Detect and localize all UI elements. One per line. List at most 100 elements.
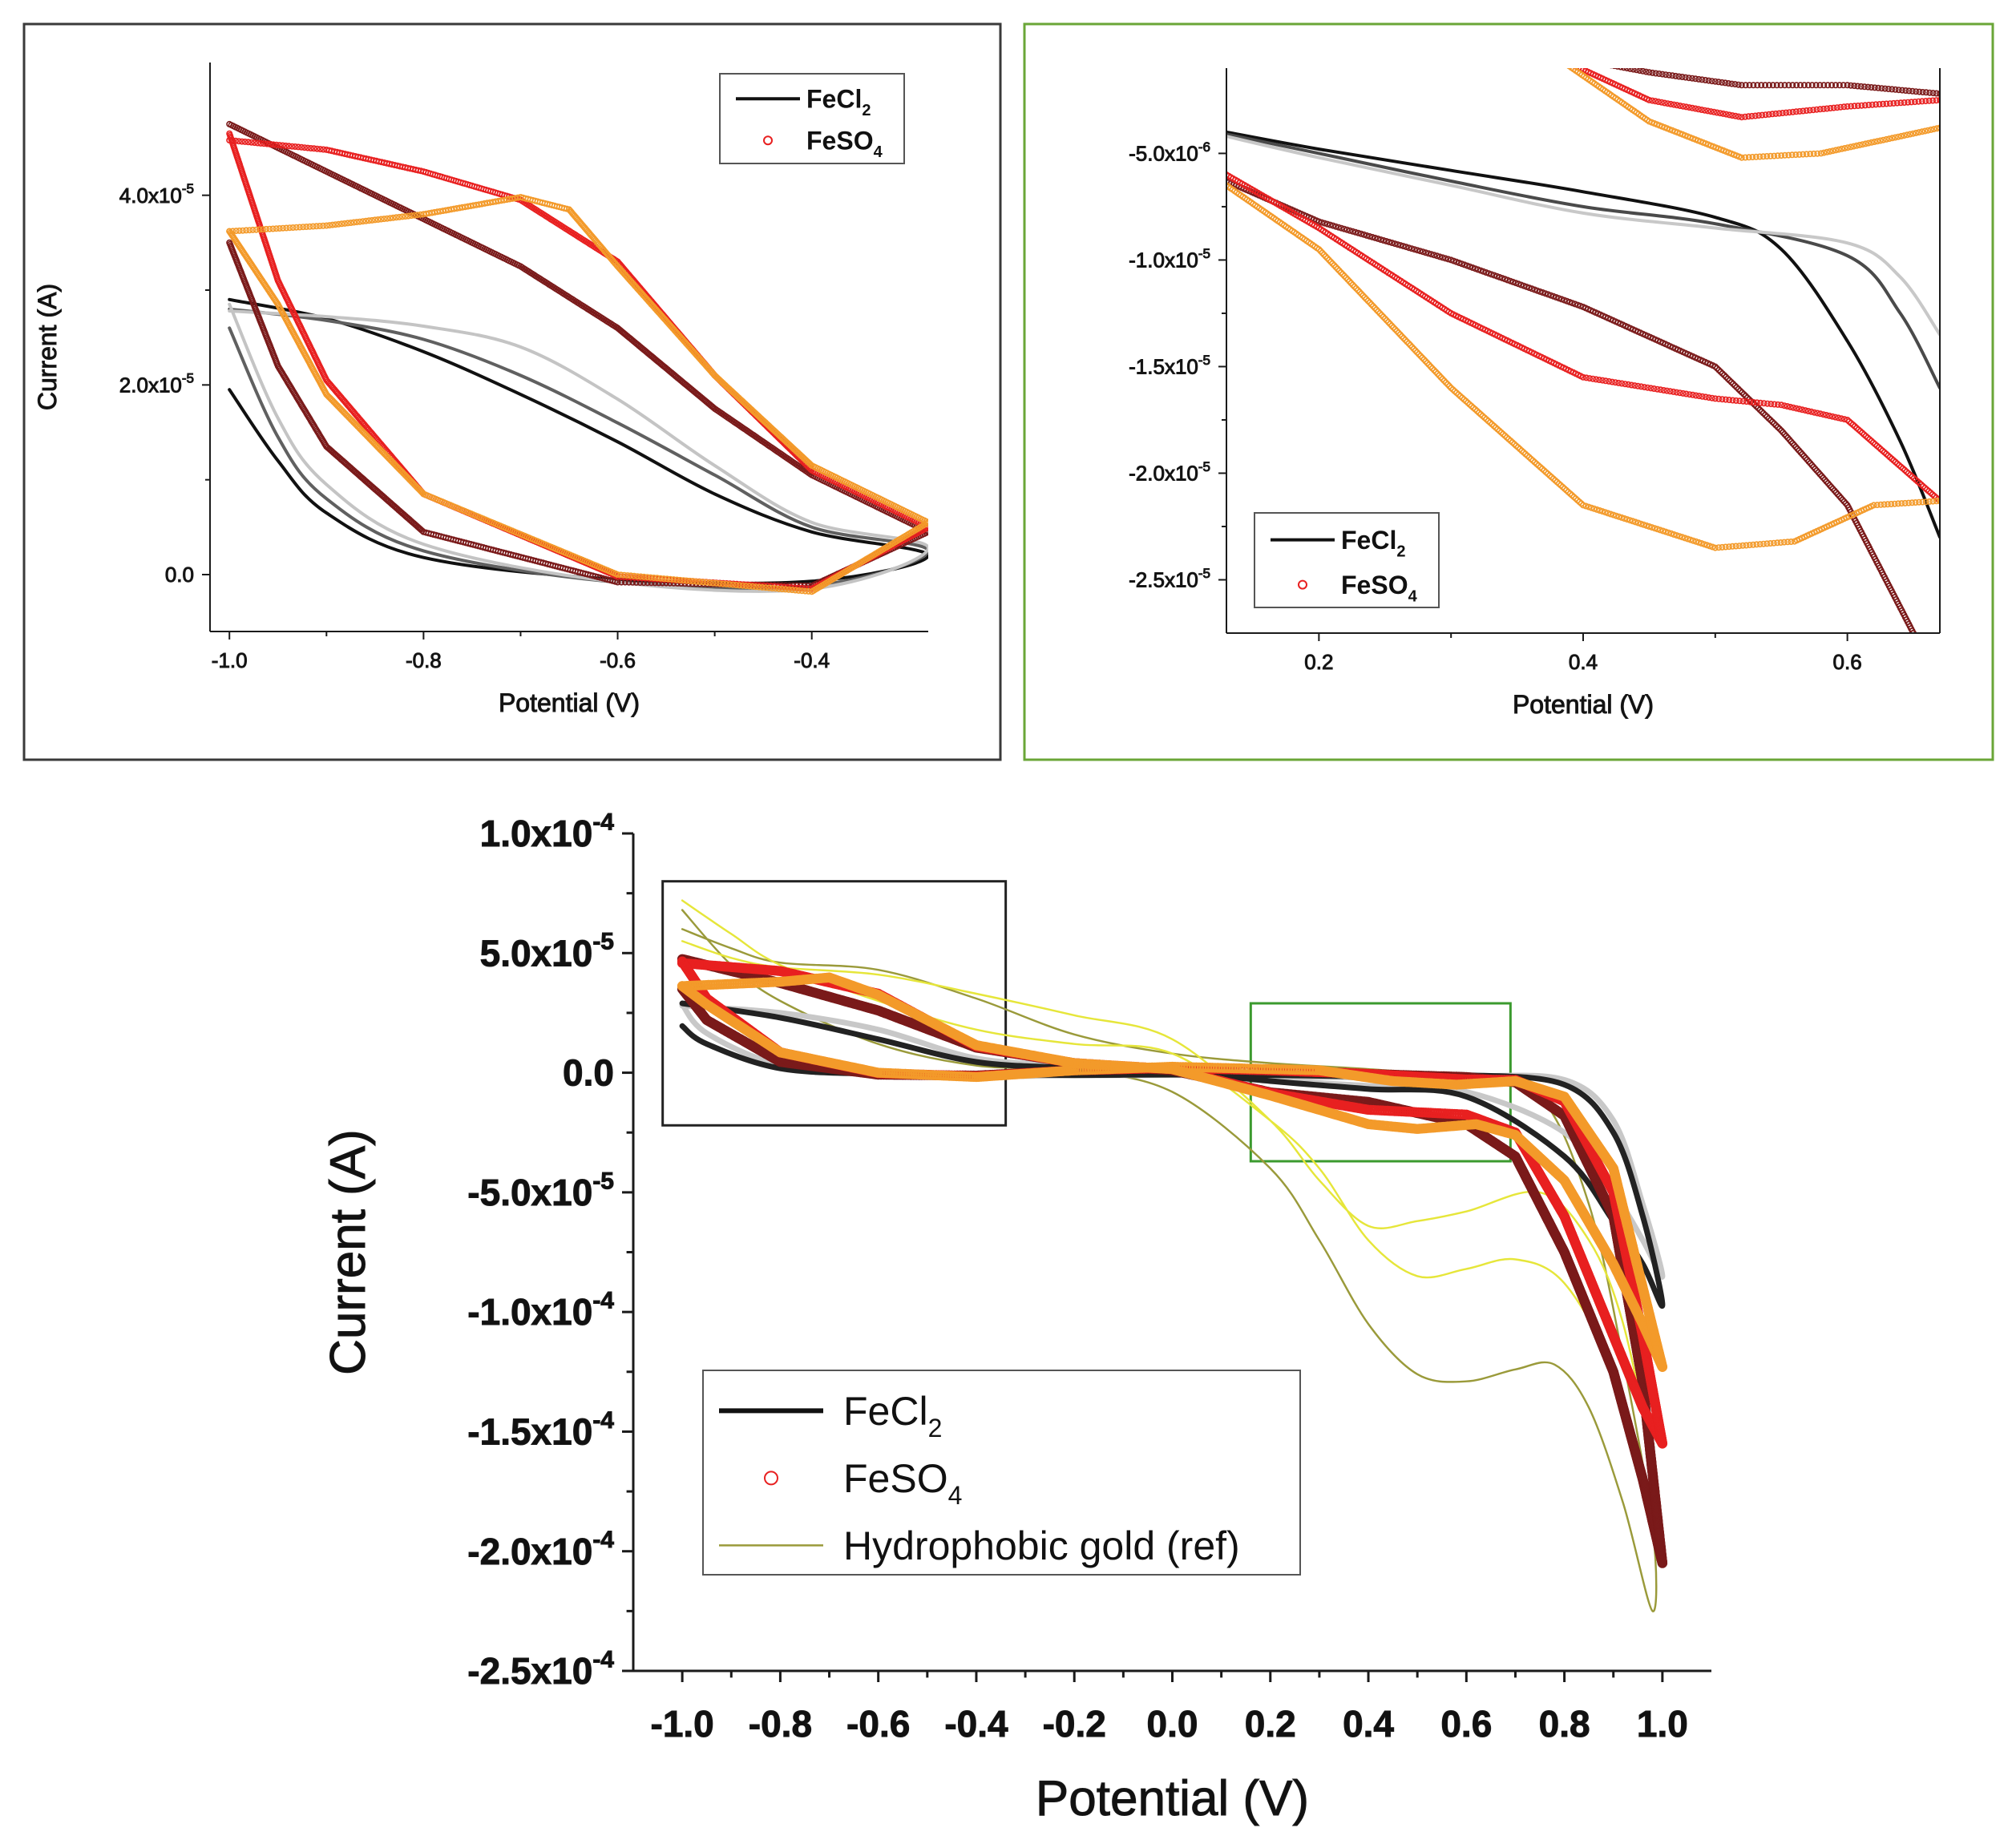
data-point [313,223,320,230]
data-point [709,579,717,587]
data-point [239,227,246,234]
series-line-fecl2-cycle-2 [228,307,928,591]
data-point [689,578,697,585]
data-point [1715,544,1723,551]
data-point [1771,152,1778,159]
series-feso4-cycle-3-forward- [1226,182,1940,551]
data-point [1726,543,1733,551]
data-point [1729,397,1736,404]
data-point [1427,363,1434,370]
data-point [309,223,317,230]
legend-label-text: FeCl [1341,526,1396,555]
data-point [1746,82,1753,89]
data-point [1859,141,1866,148]
x-tick-label: 0.4 [1569,650,1598,674]
y-tick-mantissa: -5.0x10 [1129,142,1198,166]
data-point [706,579,713,587]
data-point [232,228,240,235]
data-point [1372,234,1379,241]
data-point [1764,540,1771,547]
data-point [1769,418,1776,426]
data-point [1625,381,1632,388]
data-point [1742,154,1749,161]
data-point [1738,114,1745,121]
data-point [769,584,776,591]
data-point [1735,113,1742,120]
data-point [1432,369,1440,376]
data-point [1434,370,1441,377]
data-point [332,221,339,228]
data-point [1343,274,1350,281]
data-point [1602,377,1610,385]
data-point [1786,109,1793,116]
series-feso4-cycle-1 [226,120,928,590]
data-point [664,575,671,583]
data-point [269,141,277,148]
series-feso4-cycle-2-forward- [1226,171,1940,505]
data-point [1381,315,1388,322]
data-point [1706,543,1713,550]
data-point [329,221,336,228]
data-point [1840,82,1847,89]
data-point [1820,105,1827,112]
data-point [1701,107,1708,114]
data-point [1428,251,1435,258]
data-point [1715,366,1723,373]
data-point [1847,82,1854,89]
data-point [1812,82,1820,89]
y-tick-exponent: -5 [182,371,194,386]
data-point [1583,374,1590,381]
data-point [1658,99,1665,106]
data-point [1375,308,1382,315]
data-point [285,143,293,150]
data-point [320,146,327,153]
data-point [1388,239,1396,246]
data-point [1425,250,1432,257]
data-point [1661,99,1668,107]
data-point [1771,401,1778,408]
data-point [1331,262,1338,269]
data-point [1400,243,1407,250]
data-point [1835,146,1842,153]
data-point [1865,102,1873,109]
data-point [1874,138,1881,145]
x-tick-label: 0.2 [1304,650,1333,674]
data-point [359,218,366,225]
data-point [1695,106,1702,113]
data-point [1414,247,1421,254]
data-point [1799,406,1806,414]
data-point [686,577,693,584]
data-point [1320,251,1327,258]
data-point [1865,83,1872,91]
data-point [402,212,409,220]
data-point [1892,134,1899,141]
data-point [1749,154,1756,161]
data-point [1853,142,1860,149]
data-point [1909,499,1916,506]
data-point [1323,255,1331,262]
data-point [1793,82,1800,89]
x-tick-label: -0.4 [794,648,830,672]
data-point [1397,242,1404,249]
data-point [1789,82,1796,89]
data-point [371,216,378,224]
data-point [1586,59,1591,63]
data-point [1905,499,1913,506]
data-point [1422,357,1429,365]
data-point [1800,107,1807,115]
data-point [1774,152,1781,159]
data-point [1820,411,1827,418]
data-point [1370,303,1377,310]
data-point [1891,500,1898,507]
data-point [253,226,260,233]
data-point [1682,535,1689,542]
data-point [1742,82,1749,89]
data-point [1881,85,1889,92]
data-point [1366,232,1373,240]
data-point [1599,377,1606,384]
legend-label-text: FeCl [806,84,862,113]
legend-box [1254,512,1440,608]
data-point [257,139,265,147]
legend-label: FeSO4 [1341,571,1418,606]
data-point [296,224,303,231]
